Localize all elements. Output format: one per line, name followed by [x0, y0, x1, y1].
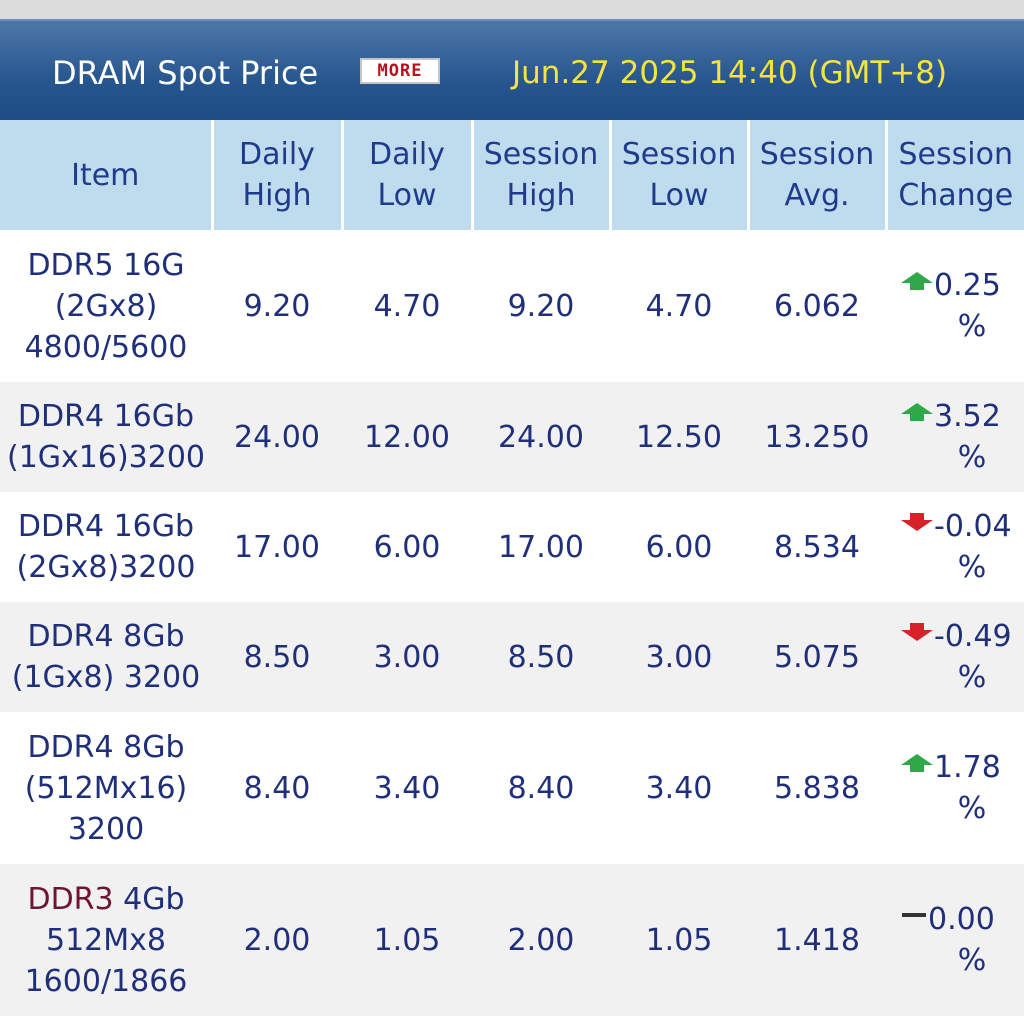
item-cell: DDR4 8Gb (512Mx16) 3200 — [0, 712, 212, 864]
daily-low-cell: 6.00 — [342, 492, 472, 602]
down-arrow-icon — [900, 622, 934, 642]
change-unit: % — [957, 550, 987, 585]
more-button[interactable]: MORE — [360, 58, 440, 84]
session-avg-cell: 5.075 — [748, 602, 886, 712]
up-arrow-icon — [900, 402, 934, 422]
session-change-cell: 0.00 % — [886, 864, 1024, 1016]
item-name-line: (512Mx16) — [24, 770, 188, 806]
session-high-cell: 17.00 — [472, 492, 610, 602]
session-high-cell: 8.40 — [472, 712, 610, 864]
daily-high-cell: 2.00 — [212, 864, 342, 1016]
column-header-session-avg: Session Avg. — [746, 120, 886, 230]
change-value: 0.00 — [928, 902, 995, 937]
item-name-line: DDR4 8Gb — [27, 729, 185, 765]
table-header-row: Item Daily High Daily Low Session High Sess… — [0, 120, 1024, 230]
session-high-cell: 8.50 — [472, 602, 610, 712]
session-high-cell: 9.20 — [472, 230, 610, 382]
item-name-line: DDR4 8Gb — [27, 619, 185, 654]
up-arrow-icon — [900, 753, 934, 773]
daily-high-cell: 17.00 — [212, 492, 342, 602]
page-title: DRAM Spot Price — [52, 54, 319, 92]
table-row: DDR3 4Gb 512Mx8 1600/1866 2.00 1.05 2.00… — [0, 864, 1024, 1016]
item-name-line: 3200 — [67, 811, 145, 847]
daily-low-cell: 1.05 — [342, 864, 472, 1016]
session-avg-cell: 5.838 — [748, 712, 886, 864]
session-avg-cell: 13.250 — [748, 382, 886, 492]
session-high-cell: 24.00 — [472, 382, 610, 492]
price-header: DRAM Spot Price MORE Jun.27 2025 14:40 (… — [0, 19, 1024, 120]
change-value: -0.04 — [934, 509, 1012, 544]
column-header-daily-low: Daily Low — [340, 120, 472, 230]
change-unit: % — [957, 309, 987, 344]
change-unit: % — [957, 943, 987, 978]
item-link-ddr3[interactable]: DDR3 — [27, 881, 114, 917]
change-unit: % — [957, 660, 987, 695]
session-low-cell: 4.70 — [610, 230, 748, 382]
session-avg-cell: 8.534 — [748, 492, 886, 602]
table-row: DDR4 16Gb (1Gx16)3200 24.00 12.00 24.00 … — [0, 382, 1024, 492]
column-header-session-high: Session High — [470, 120, 610, 230]
session-high-cell: 2.00 — [472, 864, 610, 1016]
table-row: DDR4 16Gb (2Gx8)3200 17.00 6.00 17.00 6.… — [0, 492, 1024, 602]
flat-dash-icon — [900, 905, 928, 925]
item-name-line: 512Mx8 — [46, 922, 166, 958]
change-value: 0.25 — [934, 268, 1001, 303]
session-avg-cell: 1.418 — [748, 864, 886, 1016]
daily-high-cell: 9.20 — [212, 230, 342, 382]
down-arrow-icon — [900, 512, 934, 532]
session-low-cell: 12.50 — [610, 382, 748, 492]
item-cell: DDR4 16Gb (2Gx8)3200 — [0, 492, 212, 602]
item-cell: DDR4 16Gb (1Gx16)3200 — [0, 382, 212, 492]
daily-high-cell: 8.40 — [212, 712, 342, 864]
top-strip — [0, 0, 1024, 19]
table-row: DDR4 8Gb (512Mx16) 3200 8.40 3.40 8.40 3… — [0, 712, 1024, 864]
change-value: -0.49 — [934, 619, 1012, 654]
session-change-cell: 1.78 % — [886, 712, 1024, 864]
change-value: 1.78 — [934, 750, 1001, 785]
daily-high-cell: 8.50 — [212, 602, 342, 712]
column-header-daily-high: Daily High — [210, 120, 342, 230]
table-row: DDR5 16G (2Gx8) 4800/5600 9.20 4.70 9.20… — [0, 230, 1024, 382]
daily-low-cell: 3.00 — [342, 602, 472, 712]
session-low-cell: 1.05 — [610, 864, 748, 1016]
price-table: Item Daily High Daily Low Session High Sess… — [0, 120, 1024, 1016]
item-cell: DDR5 16G (2Gx8) 4800/5600 — [0, 230, 212, 382]
item-name-line: (2Gx8) — [54, 288, 158, 324]
item-name-line: DDR4 16Gb — [17, 509, 195, 544]
item-name-line: 4800/5600 — [24, 329, 188, 365]
change-unit: % — [957, 440, 987, 475]
item-name-line: DDR5 16G — [27, 247, 185, 283]
session-change-cell: 0.25 % — [886, 230, 1024, 382]
item-name-line: 4Gb — [113, 881, 185, 917]
session-low-cell: 6.00 — [610, 492, 748, 602]
item-name-line: (1Gx8) 3200 — [11, 660, 201, 695]
item-name-line: (2Gx8)3200 — [16, 550, 196, 585]
session-change-cell: -0.49 % — [886, 602, 1024, 712]
item-name-line: (1Gx16)3200 — [6, 440, 206, 475]
daily-low-cell: 12.00 — [342, 382, 472, 492]
session-low-cell: 3.00 — [610, 602, 748, 712]
item-name-line: 1600/1866 — [24, 963, 188, 999]
item-cell: DDR3 4Gb 512Mx8 1600/1866 — [0, 864, 212, 1016]
change-value: 3.52 — [934, 399, 1001, 434]
column-header-session-low: Session Low — [608, 120, 748, 230]
change-unit: % — [957, 791, 987, 826]
update-timestamp: Jun.27 2025 14:40 (GMT+8) — [512, 55, 948, 91]
session-avg-cell: 6.062 — [748, 230, 886, 382]
session-low-cell: 3.40 — [610, 712, 748, 864]
item-name-line: DDR4 16Gb — [17, 399, 195, 434]
daily-low-cell: 4.70 — [342, 230, 472, 382]
session-change-cell: 3.52 % — [886, 382, 1024, 492]
session-change-cell: -0.04 % — [886, 492, 1024, 602]
item-cell: DDR4 8Gb (1Gx8) 3200 — [0, 602, 212, 712]
column-header-item: Item — [0, 120, 212, 230]
column-header-session-change: Session Change — [884, 120, 1024, 230]
daily-low-cell: 3.40 — [342, 712, 472, 864]
table-row: DDR4 8Gb (1Gx8) 3200 8.50 3.00 8.50 3.00… — [0, 602, 1024, 712]
up-arrow-icon — [900, 271, 934, 291]
daily-high-cell: 24.00 — [212, 382, 342, 492]
